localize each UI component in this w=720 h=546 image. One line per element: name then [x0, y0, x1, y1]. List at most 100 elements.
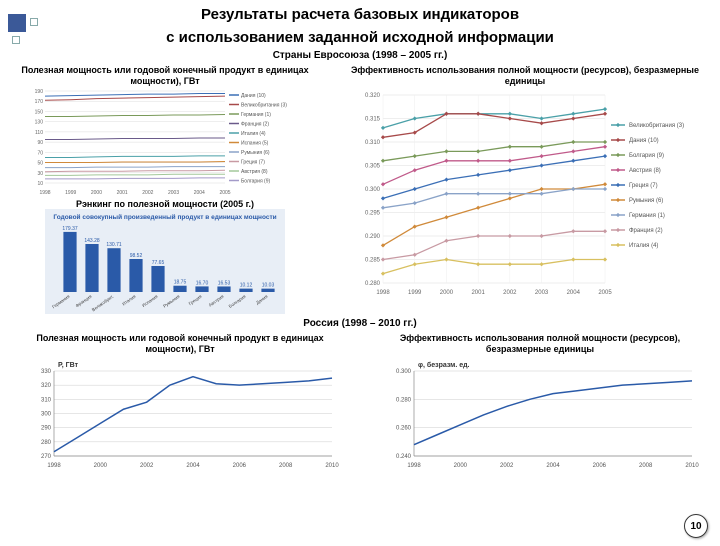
svg-text:320: 320: [41, 383, 52, 389]
eu-eff-title: Эффективность использования полной мощно…: [345, 65, 705, 87]
svg-text:16.70: 16.70: [196, 281, 209, 287]
svg-text:1998: 1998: [376, 290, 390, 296]
ru-eff-title: Эффективность использования полной мощно…: [375, 333, 705, 355]
svg-text:φ, безразм. ед.: φ, безразм. ед.: [418, 361, 470, 369]
svg-text:Греция (7): Греция (7): [241, 159, 265, 165]
ru-power-title: Полезная мощность или годовой конечный п…: [15, 333, 345, 355]
svg-text:Великобритания (3): Великобритания (3): [241, 102, 287, 108]
svg-text:2006: 2006: [233, 463, 247, 469]
svg-text:270: 270: [41, 454, 52, 460]
svg-text:Румыния (6): Румыния (6): [629, 198, 663, 204]
eu-rank-chart: Годовой совокупный произведенный продукт…: [45, 209, 285, 314]
svg-text:77.65: 77.65: [152, 260, 165, 266]
svg-text:90: 90: [37, 140, 43, 146]
svg-text:Румыния (6): Румыния (6): [241, 150, 270, 156]
svg-text:2010: 2010: [325, 463, 339, 469]
ru-power-chart: P, ГВт2702802903003103203301998200020022…: [20, 355, 340, 470]
eu-power-title: Полезная мощность или годовой конечный п…: [15, 65, 315, 87]
svg-text:Италия (4): Италия (4): [629, 243, 658, 249]
svg-text:Греция (7): Греция (7): [629, 183, 658, 189]
svg-text:0.260: 0.260: [396, 426, 412, 432]
svg-text:2006: 2006: [593, 463, 607, 469]
svg-text:0.300: 0.300: [396, 369, 412, 375]
svg-text:130: 130: [35, 119, 44, 125]
svg-text:Болгария (9): Болгария (9): [241, 178, 270, 184]
svg-text:290: 290: [41, 426, 52, 432]
svg-text:1998: 1998: [47, 463, 61, 469]
svg-text:2002: 2002: [500, 463, 514, 469]
svg-text:P, ГВт: P, ГВт: [58, 362, 79, 369]
svg-text:Франция (2): Франция (2): [241, 121, 269, 127]
svg-text:143.28: 143.28: [84, 238, 100, 244]
svg-text:2003: 2003: [168, 190, 179, 196]
svg-text:2004: 2004: [186, 463, 200, 469]
svg-text:2004: 2004: [194, 190, 205, 196]
svg-text:0.285: 0.285: [365, 257, 381, 263]
svg-text:2000: 2000: [94, 463, 108, 469]
svg-text:Австрия (8): Австрия (8): [629, 168, 661, 174]
svg-text:0.290: 0.290: [365, 234, 381, 240]
svg-text:110: 110: [35, 129, 43, 135]
svg-text:2001: 2001: [117, 190, 128, 196]
svg-text:2001: 2001: [471, 290, 485, 296]
svg-text:0.295: 0.295: [365, 210, 381, 216]
svg-text:280: 280: [41, 440, 52, 446]
svg-text:Германия (1): Германия (1): [629, 213, 665, 219]
svg-text:Испания (5): Испания (5): [241, 140, 269, 146]
svg-text:300: 300: [41, 411, 52, 417]
title-line1: Результаты расчета базовых индикаторов: [0, 6, 720, 23]
svg-text:1998: 1998: [39, 190, 50, 196]
svg-text:18.75: 18.75: [174, 280, 187, 286]
eu-rank-title: Рэнкинг по полезной мощности (2005 г.): [76, 199, 254, 210]
svg-text:1999: 1999: [408, 290, 422, 296]
svg-text:2010: 2010: [685, 463, 699, 469]
svg-text:2004: 2004: [567, 290, 581, 296]
svg-text:Германия (1): Германия (1): [241, 112, 271, 118]
eu-eff-chart: 0.2800.2850.2900.2950.3000.3050.3100.315…: [345, 87, 705, 297]
svg-text:330: 330: [41, 369, 52, 375]
svg-text:10: 10: [37, 181, 43, 187]
svg-text:Австрия (8): Австрия (8): [241, 169, 268, 175]
svg-text:2000: 2000: [440, 290, 454, 296]
svg-text:0.310: 0.310: [365, 140, 381, 146]
svg-text:2004: 2004: [546, 463, 560, 469]
title-line2: с использованием заданной исходной инфор…: [0, 29, 720, 46]
svg-text:2008: 2008: [279, 463, 293, 469]
svg-text:2002: 2002: [142, 190, 153, 196]
svg-text:16.53: 16.53: [218, 281, 231, 287]
svg-text:Годовой совокупный произведенн: Годовой совокупный произведенный продукт…: [53, 213, 276, 221]
svg-text:2003: 2003: [535, 290, 549, 296]
svg-text:179.37: 179.37: [62, 226, 78, 232]
svg-text:Италия (4): Италия (4): [241, 131, 266, 137]
svg-text:190: 190: [35, 89, 44, 95]
svg-text:130.71: 130.71: [106, 243, 122, 249]
svg-text:0.280: 0.280: [396, 397, 412, 403]
svg-text:Болгария (9): Болгария (9): [629, 153, 664, 159]
svg-text:0.300: 0.300: [365, 187, 381, 193]
svg-text:30: 30: [37, 170, 43, 176]
svg-text:10.12: 10.12: [240, 283, 253, 289]
svg-text:1999: 1999: [65, 190, 76, 196]
svg-text:2005: 2005: [219, 190, 230, 196]
svg-text:150: 150: [35, 109, 44, 115]
svg-text:Франция (2): Франция (2): [629, 228, 663, 234]
svg-text:2008: 2008: [639, 463, 653, 469]
section-ru: Россия (1998 – 2010 гг.): [0, 318, 720, 329]
svg-text:2000: 2000: [454, 463, 468, 469]
section-eu: Страны Евросоюза (1998 – 2005 гг.): [0, 50, 720, 61]
page-number: 10: [684, 514, 708, 538]
svg-text:70: 70: [37, 150, 43, 156]
svg-text:0.315: 0.315: [365, 116, 381, 122]
svg-text:98.52: 98.52: [130, 253, 143, 259]
ru-eff-chart: φ, безразм. ед.0.2400.2600.2800.30019982…: [380, 355, 700, 470]
svg-text:2002: 2002: [140, 463, 154, 469]
svg-text:0.240: 0.240: [396, 454, 412, 460]
svg-text:10.03: 10.03: [262, 283, 275, 289]
svg-text:0.280: 0.280: [365, 281, 381, 287]
svg-text:Дания (10): Дания (10): [629, 138, 659, 144]
svg-text:170: 170: [35, 99, 44, 105]
svg-text:2000: 2000: [91, 190, 102, 196]
eu-power-chart: 1030507090110130150170190199819992000200…: [15, 87, 315, 197]
svg-text:2005: 2005: [598, 290, 612, 296]
svg-text:0.320: 0.320: [365, 93, 381, 99]
